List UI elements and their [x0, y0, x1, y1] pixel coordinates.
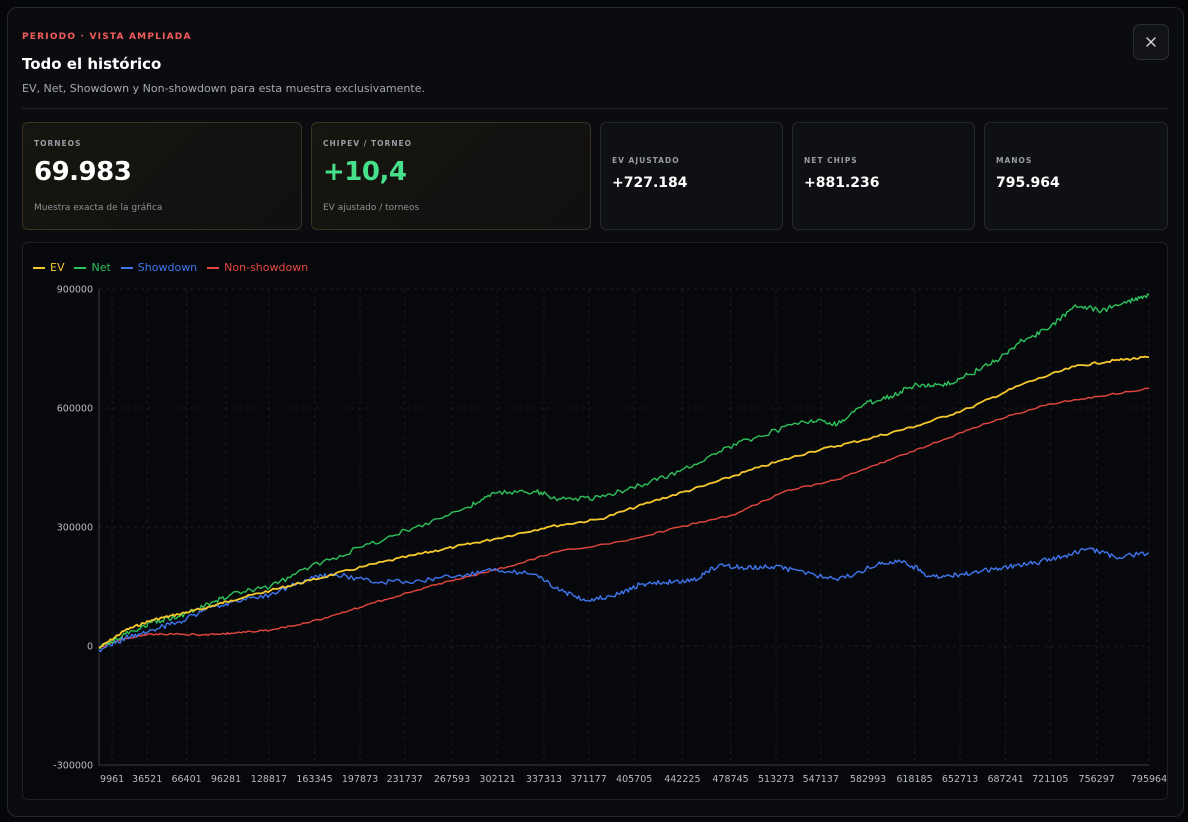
legend-label-nonshowdown: Non-showdown	[224, 261, 309, 274]
series-line-showdown	[98, 547, 1150, 653]
legend-swatch-nonshowdown	[207, 266, 220, 269]
x-tick-label: 405705	[616, 774, 652, 785]
stat-card-ev-ajustado: EV AJUSTADO +727.184	[600, 122, 783, 230]
series-line-net	[98, 293, 1150, 649]
header-divider	[22, 108, 1168, 109]
x-tick-label: 652713	[942, 774, 978, 785]
legend-item-ev[interactable]: EV	[33, 261, 64, 274]
stat-card-torneos: TORNEOS 69.983 Muestra exacta de la gráf…	[22, 122, 302, 230]
y-tick-label: -300000	[53, 761, 93, 772]
x-tick-label: 302121	[479, 774, 515, 785]
y-tick-label: 300000	[57, 523, 93, 534]
stat-card-net-chips: NET CHIPS +881.236	[792, 122, 975, 230]
x-tick-label: 197873	[342, 774, 378, 785]
x-tick-label: 163345	[296, 774, 332, 785]
stat-card-chipev: CHIPEV / TORNEO +10,4 EV ajustado / torn…	[311, 122, 591, 230]
chipev-subtext: EV ajustado / torneos	[323, 203, 420, 213]
x-tick-label: 96281	[211, 774, 241, 785]
x-tick-label: 128817	[251, 774, 287, 785]
legend-swatch-ev	[33, 266, 45, 269]
x-tick-label: 337313	[526, 774, 562, 785]
chart-panel: EV Net Showdown Non-showdown 900000 60000…	[22, 242, 1168, 800]
torneos-label: TORNEOS	[34, 139, 82, 148]
x-tick-label: 36521	[132, 774, 162, 785]
legend-label-ev: EV	[50, 261, 65, 274]
chipev-value: +10,4	[323, 157, 407, 187]
legend-item-net[interactable]: Net	[74, 261, 111, 274]
modal-subtitle: EV, Net, Showdown y Non-showdown para es…	[22, 82, 425, 95]
x-tick-label: 582993	[850, 774, 886, 785]
chart-legend: EV Net Showdown Non-showdown	[33, 261, 308, 274]
line-chart[interactable]: 900000 600000 300000 0 -300000 9961 36521 66401…	[23, 243, 1169, 801]
x-tick-label: 547137	[803, 774, 839, 785]
net-chips-value: +881.236	[804, 175, 880, 191]
x-tick-label: 618185	[896, 774, 932, 785]
series-line-ev	[98, 355, 1150, 649]
y-tick-label: 0	[87, 642, 93, 653]
x-tick-label: 687241	[987, 774, 1023, 785]
legend-swatch-showdown	[120, 266, 133, 269]
legend-item-nonshowdown[interactable]: Non-showdown	[207, 261, 308, 274]
legend-label-showdown: Showdown	[137, 261, 198, 274]
legend-label-net: Net	[91, 261, 111, 274]
ev-ajustado-value: +727.184	[612, 175, 688, 191]
chipev-label: CHIPEV / TORNEO	[323, 139, 413, 148]
series-line-non-showdown	[98, 387, 1150, 649]
modal-eyebrow: PERIODO · VISTA AMPLIADA	[22, 32, 192, 42]
close-icon	[1146, 37, 1156, 47]
x-tick-label: 267593	[434, 774, 470, 785]
x-tick-label: 66401	[171, 774, 201, 785]
modal-title: Todo el histórico	[22, 55, 162, 73]
close-button[interactable]	[1133, 24, 1169, 60]
net-chips-label: NET CHIPS	[804, 156, 858, 165]
stat-card-manos: MANOS 795.964	[984, 122, 1168, 230]
torneos-subtext: Muestra exacta de la gráfica	[34, 203, 163, 213]
history-modal: PERIODO · VISTA AMPLIADA Todo el históri…	[7, 7, 1184, 817]
x-tick-label: 795964	[1131, 774, 1167, 785]
manos-label: MANOS	[996, 156, 1033, 165]
x-tick-label: 9961	[100, 774, 124, 785]
x-tick-label: 756297	[1079, 774, 1115, 785]
manos-value: 795.964	[996, 175, 1060, 191]
legend-item-showdown[interactable]: Showdown	[120, 261, 198, 274]
torneos-value: 69.983	[34, 157, 132, 187]
x-tick-label: 371177	[571, 774, 607, 785]
y-tick-label: 900000	[57, 285, 93, 296]
x-tick-label: 513273	[758, 774, 794, 785]
x-tick-label: 721105	[1032, 774, 1068, 785]
legend-swatch-net	[74, 266, 87, 269]
x-tick-label: 231737	[387, 774, 423, 785]
x-tick-label: 478745	[712, 774, 748, 785]
y-tick-label: 600000	[57, 404, 93, 415]
ev-ajustado-label: EV AJUSTADO	[612, 156, 680, 165]
x-tick-label: 442225	[664, 774, 700, 785]
